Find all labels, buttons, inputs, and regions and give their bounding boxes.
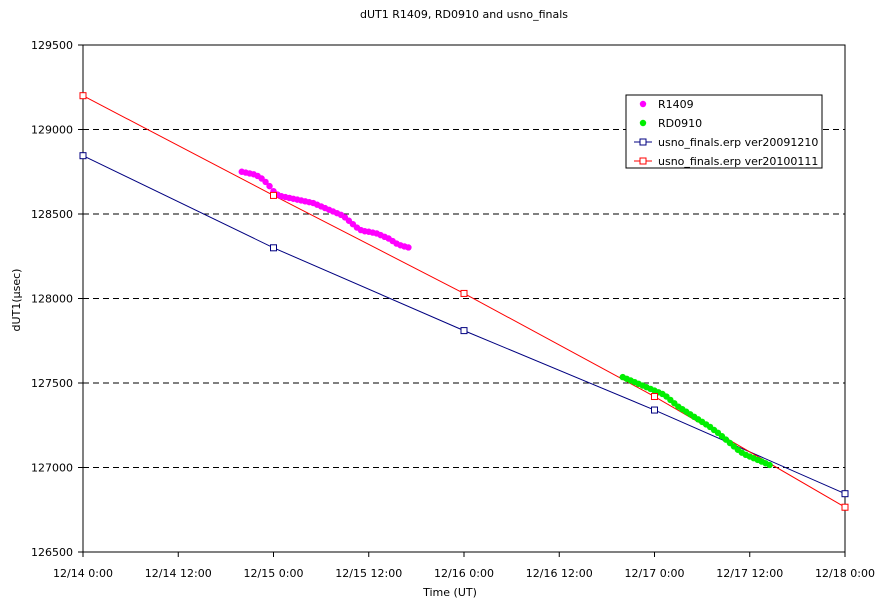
legend-label: R1409 [658, 98, 694, 111]
legend-label: usno_finals.erp ver20091210 [658, 136, 818, 149]
x-tick-label: 12/14 12:00 [145, 567, 212, 580]
series-points [79, 92, 849, 511]
data-point-square [651, 406, 658, 414]
data-point [262, 178, 269, 186]
legend-label: usno_finals.erp ver20100111 [658, 155, 818, 168]
x-tick-label: 12/16 0:00 [434, 567, 494, 580]
x-tick-label: 12/14 0:00 [53, 567, 113, 580]
data-point-square [270, 191, 277, 199]
legend-marker [639, 157, 647, 165]
y-tick-label: 128000 [31, 293, 73, 306]
y-tick-label: 129000 [31, 124, 73, 137]
data-point-square [460, 289, 468, 297]
x-tick-label: 12/15 12:00 [335, 567, 402, 580]
x-tick-label: 12/16 12:00 [526, 567, 593, 580]
y-tick-label: 126500 [31, 546, 73, 559]
legend: R1409 RD0910 usno_finals.erp ver20091210 us… [625, 94, 823, 169]
x-axis: 12/14 0:00 12/14 12:00 12/15 0:00 12/15 12:… [53, 552, 875, 580]
legend-label: RD0910 [658, 117, 702, 130]
legend-marker [639, 100, 647, 108]
x-tick-label: 12/17 12:00 [716, 567, 783, 580]
data-point-square [841, 503, 849, 511]
gridlines [83, 129, 845, 468]
data-point-square [460, 327, 468, 335]
x-tick-label: 12/17 0:00 [625, 567, 685, 580]
x-axis-label: Time (UT) [422, 586, 477, 599]
data-point-square [79, 152, 87, 160]
legend-marker [639, 119, 647, 127]
y-tick-label: 127000 [31, 462, 73, 475]
data-point-square [841, 490, 849, 498]
x-tick-label: 12/18 0:00 [815, 567, 875, 580]
x-tick-label: 12/15 0:00 [244, 567, 304, 580]
y-tick-label: 127500 [31, 377, 73, 390]
data-point [766, 461, 773, 469]
y-axis: 126500 127000 127500 128000 128500 129000 1295… [31, 39, 83, 559]
y-tick-label: 128500 [31, 208, 73, 221]
chart-title: dUT1 R1409, RD0910 and usno_finals [360, 8, 568, 21]
data-point-square [270, 244, 277, 252]
y-tick-label: 129500 [31, 39, 73, 52]
data-point [266, 182, 273, 190]
legend-marker [639, 138, 647, 146]
y-axis-label: dUT1(μsec) [10, 269, 23, 332]
data-point-square [651, 393, 658, 401]
legend-box [625, 94, 823, 169]
data-point-square [79, 92, 87, 100]
data-point [405, 244, 412, 251]
